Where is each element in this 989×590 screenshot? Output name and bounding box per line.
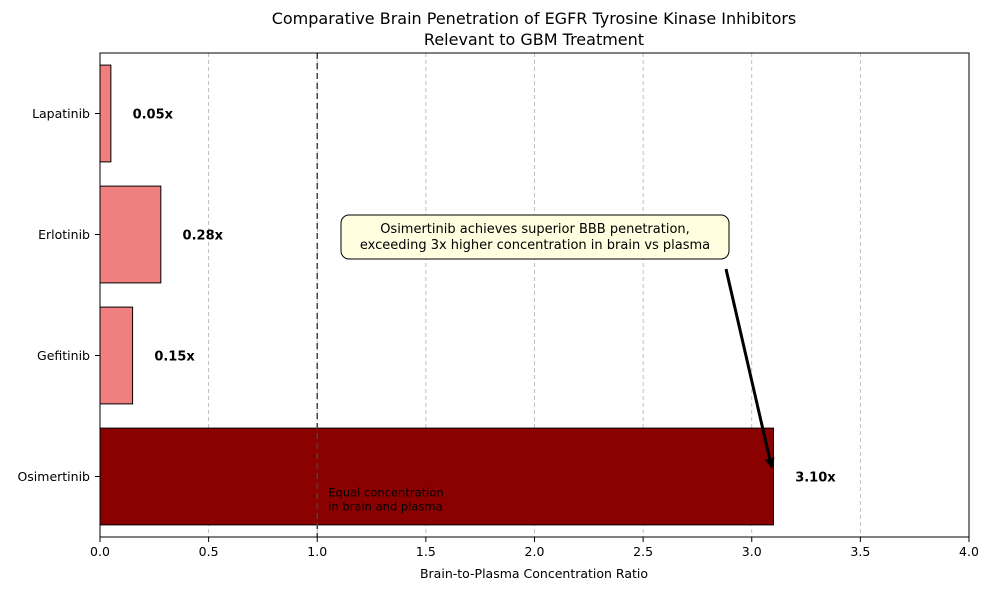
data-label: 0.05x bbox=[133, 108, 174, 123]
y-tick-label: Erlotinib bbox=[38, 227, 90, 242]
annotation-box bbox=[340, 214, 730, 260]
chart-title: Comparative Brain Penetration of EGFR Ty… bbox=[272, 9, 797, 28]
x-axis: 0.0 0.5 1.0 1.5 2.0 2.5 3.0 3.5 4.0 bbox=[90, 537, 979, 559]
annotation-text: exceeding 3x higher concentration in bra… bbox=[360, 238, 710, 253]
x-tick-label: 2.5 bbox=[633, 544, 653, 559]
y-axis: Osimertinib Gefitinib Erlotinib Lapatinib bbox=[17, 106, 100, 484]
reference-line-label: in brain and plasma bbox=[328, 500, 442, 514]
data-label: 3.10x bbox=[795, 471, 836, 486]
annotation-text: Osimertinib achieves superior BBB penetr… bbox=[380, 222, 690, 237]
annotation-arrow bbox=[724, 268, 775, 469]
bars bbox=[99, 64, 774, 526]
reference-line-label: Equal concentration bbox=[328, 486, 443, 500]
x-tick-label: 0.0 bbox=[90, 544, 110, 559]
x-tick-label: 0.5 bbox=[199, 544, 219, 559]
x-axis-label: Brain-to-Plasma Concentration Ratio bbox=[420, 566, 648, 581]
x-tick-label: 1.5 bbox=[416, 544, 436, 559]
bar bbox=[99, 64, 112, 163]
x-tick-label: 3.5 bbox=[850, 544, 870, 559]
data-label: 0.28x bbox=[183, 229, 224, 244]
y-tick-label: Lapatinib bbox=[32, 106, 90, 121]
chart-subtitle: Relevant to GBM Treatment bbox=[424, 30, 644, 49]
x-tick-label: 2.0 bbox=[525, 544, 545, 559]
annotation-callout: Osimertinib achieves superior BBB penetr… bbox=[340, 214, 775, 469]
bar bbox=[99, 427, 774, 526]
bar bbox=[99, 306, 134, 405]
bar bbox=[99, 185, 162, 284]
x-tick-label: 4.0 bbox=[959, 544, 979, 559]
y-tick-label: Osimertinib bbox=[17, 469, 90, 484]
data-label: 0.15x bbox=[154, 350, 195, 365]
x-tick-label: 1.0 bbox=[307, 544, 327, 559]
y-tick-label: Gefitinib bbox=[37, 348, 90, 363]
data-labels: 3.10x 0.15x 0.28x 0.05x bbox=[133, 108, 837, 486]
x-tick-label: 3.0 bbox=[742, 544, 762, 559]
reference-line-group: Equal concentration in brain and plasma bbox=[316, 53, 444, 537]
